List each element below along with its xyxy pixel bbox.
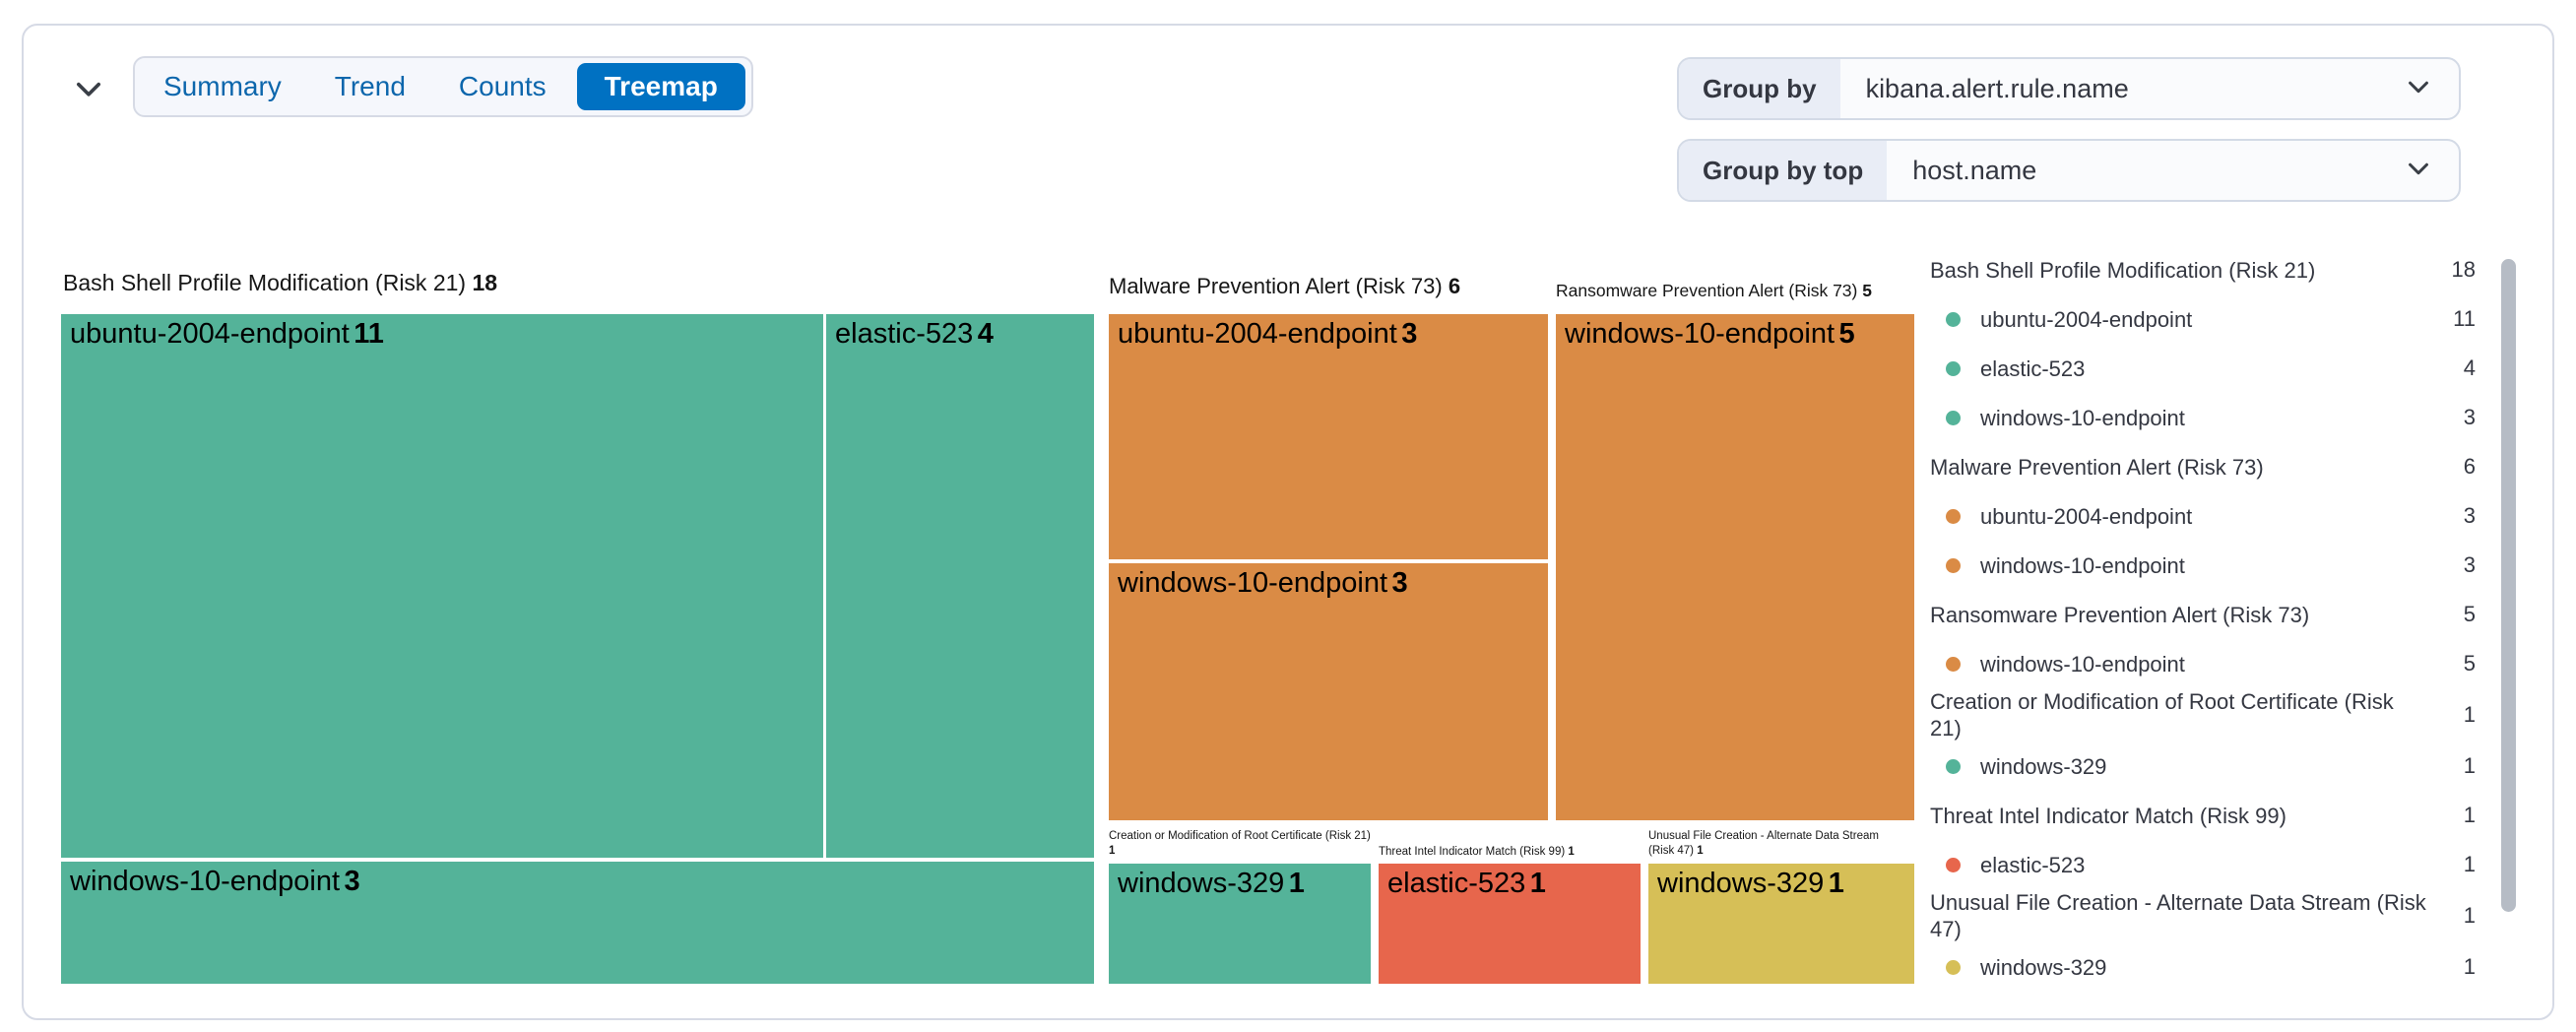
treemap-group-header: Creation or Modification of Root Certifi…: [1109, 830, 1371, 857]
group-by-select[interactable]: kibana.alert.rule.name: [1840, 59, 2459, 118]
legend-label: ubuntu-2004-endpoint: [1980, 306, 2193, 332]
legend-item[interactable]: ubuntu-2004-endpoint 3: [1930, 491, 2476, 541]
legend-count: 6: [2463, 454, 2476, 479]
legend-group-title[interactable]: Creation or Modification of Root Certifi…: [1930, 688, 2476, 742]
legend-count: 1: [2463, 852, 2476, 876]
tab-counts[interactable]: Counts: [432, 63, 573, 110]
legend-label: Malware Prevention Alert (Risk 73): [1930, 454, 2264, 480]
group-by-top-prepend-label: Group by top: [1679, 141, 1888, 200]
chevron-down-icon: [72, 82, 105, 109]
legend-group-title[interactable]: Bash Shell Profile Modification (Risk 21…: [1930, 245, 2476, 294]
tab-trend[interactable]: Trend: [308, 63, 432, 110]
treemap-group-header: Malware Prevention Alert (Risk 73) 6: [1109, 274, 1461, 298]
legend-label: Unusual File Creation - Alternate Data S…: [1930, 890, 2426, 941]
legend-label: windows-329: [1980, 954, 2107, 980]
treemap-group-header: Bash Shell Profile Modification (Risk 21…: [63, 270, 498, 295]
legend-item[interactable]: windows-10-endpoint 3: [1930, 393, 2476, 442]
treemap-chart: Bash Shell Profile Modification (Risk 21…: [61, 256, 1914, 984]
legend-count: 5: [2463, 651, 2476, 676]
legend-dot: [1946, 311, 1961, 327]
treemap-group-header: Unusual File Creation - Alternate Data S…: [1648, 830, 1879, 857]
legend-dot: [1946, 360, 1961, 376]
legend-count: 1: [2463, 702, 2476, 727]
treemap-cell[interactable]: ubuntu-2004-endpoint 11: [61, 314, 823, 858]
legend-count: 4: [2463, 355, 2476, 380]
alerts-panel: Summary Trend Counts Treemap Group by kiban…: [22, 24, 2554, 1020]
group-by-top-select[interactable]: host.name: [1887, 141, 2459, 200]
legend-label: windows-10-endpoint: [1980, 651, 2185, 677]
legend-label: windows-329: [1980, 753, 2107, 779]
treemap-cell[interactable]: elastic-523 4: [826, 314, 1094, 858]
group-by-top-control: Group by top host.name: [1677, 139, 2461, 202]
chevron-down-icon: [2404, 72, 2433, 106]
legend-label: ubuntu-2004-endpoint: [1980, 503, 2193, 529]
group-by-prepend-label: Group by: [1679, 59, 1840, 118]
legend-item[interactable]: elastic-523 1: [1930, 840, 2476, 889]
collapse-chevron-button[interactable]: [67, 69, 110, 112]
legend-dot: [1946, 857, 1961, 872]
legend-count: 1: [2463, 803, 2476, 827]
legend-label: windows-10-endpoint: [1980, 552, 2185, 578]
legend-group-title[interactable]: Ransomware Prevention Alert (Risk 73) 5: [1930, 590, 2476, 639]
group-by-top-value: host.name: [1912, 155, 2037, 185]
legend-count: 3: [2463, 405, 2476, 429]
chart-legend: Bash Shell Profile Modification (Risk 21…: [1930, 245, 2476, 992]
treemap-cell[interactable]: windows-329 1: [1648, 864, 1914, 984]
treemap-cell[interactable]: ubuntu-2004-endpoint 3: [1109, 314, 1548, 559]
legend-item[interactable]: windows-10-endpoint 5: [1930, 639, 2476, 688]
legend-count: 3: [2463, 552, 2476, 577]
legend-dot: [1946, 758, 1961, 774]
legend-label: windows-10-endpoint: [1980, 405, 2185, 430]
legend-label: elastic-523: [1980, 852, 2086, 877]
treemap-cell[interactable]: windows-329 1: [1109, 864, 1371, 984]
legend-item[interactable]: elastic-523 4: [1930, 344, 2476, 393]
legend-count: 18: [2451, 257, 2476, 282]
group-by-value: kibana.alert.rule.name: [1865, 73, 2129, 103]
tab-summary[interactable]: Summary: [137, 63, 308, 110]
group-by-control: Group by kibana.alert.rule.name: [1677, 57, 2461, 120]
legend-item[interactable]: ubuntu-2004-endpoint 11: [1930, 294, 2476, 344]
legend-label: Bash Shell Profile Modification (Risk 21…: [1930, 257, 2316, 283]
legend-group-title[interactable]: Malware Prevention Alert (Risk 73) 6: [1930, 442, 2476, 491]
treemap-group-header: Ransomware Prevention Alert (Risk 73) 5: [1556, 281, 1872, 300]
legend-label: Ransomware Prevention Alert (Risk 73): [1930, 602, 2310, 627]
treemap-cell[interactable]: elastic-523 1: [1379, 864, 1641, 984]
legend-dot: [1946, 410, 1961, 425]
legend-scrollbar[interactable]: [2501, 259, 2516, 912]
legend-count: 1: [2463, 903, 2476, 928]
legend-item[interactable]: windows-329 1: [1930, 742, 2476, 791]
legend-count: 5: [2463, 602, 2476, 626]
treemap-cell[interactable]: windows-10-endpoint 3: [1109, 563, 1548, 820]
legend-count: 1: [2463, 753, 2476, 778]
legend-count: 11: [2453, 306, 2476, 331]
treemap-cell[interactable]: windows-10-endpoint 5: [1556, 314, 1914, 820]
treemap-cell[interactable]: windows-10-endpoint 3: [61, 862, 1094, 984]
legend-count: 3: [2463, 503, 2476, 528]
legend-dot: [1946, 656, 1961, 672]
legend-dot: [1946, 508, 1961, 524]
treemap-group-header: Threat Intel Indicator Match (Risk 99) 1: [1379, 846, 1575, 858]
legend-item[interactable]: windows-10-endpoint 3: [1930, 541, 2476, 590]
legend-dot: [1946, 557, 1961, 573]
tab-treemap[interactable]: Treemap: [576, 63, 745, 110]
legend-group-title[interactable]: Threat Intel Indicator Match (Risk 99) 1: [1930, 791, 2476, 840]
view-tab-group: Summary Trend Counts Treemap: [133, 56, 753, 117]
legend-label: Creation or Modification of Root Certifi…: [1930, 689, 2394, 741]
chevron-down-icon: [2404, 154, 2433, 188]
legend-count: 1: [2463, 954, 2476, 979]
legend-label: elastic-523: [1980, 355, 2086, 381]
legend-dot: [1946, 959, 1961, 975]
legend-group-title[interactable]: Unusual File Creation - Alternate Data S…: [1930, 889, 2476, 942]
legend-label: Threat Intel Indicator Match (Risk 99): [1930, 803, 2286, 828]
legend-item[interactable]: windows-329 1: [1930, 942, 2476, 992]
